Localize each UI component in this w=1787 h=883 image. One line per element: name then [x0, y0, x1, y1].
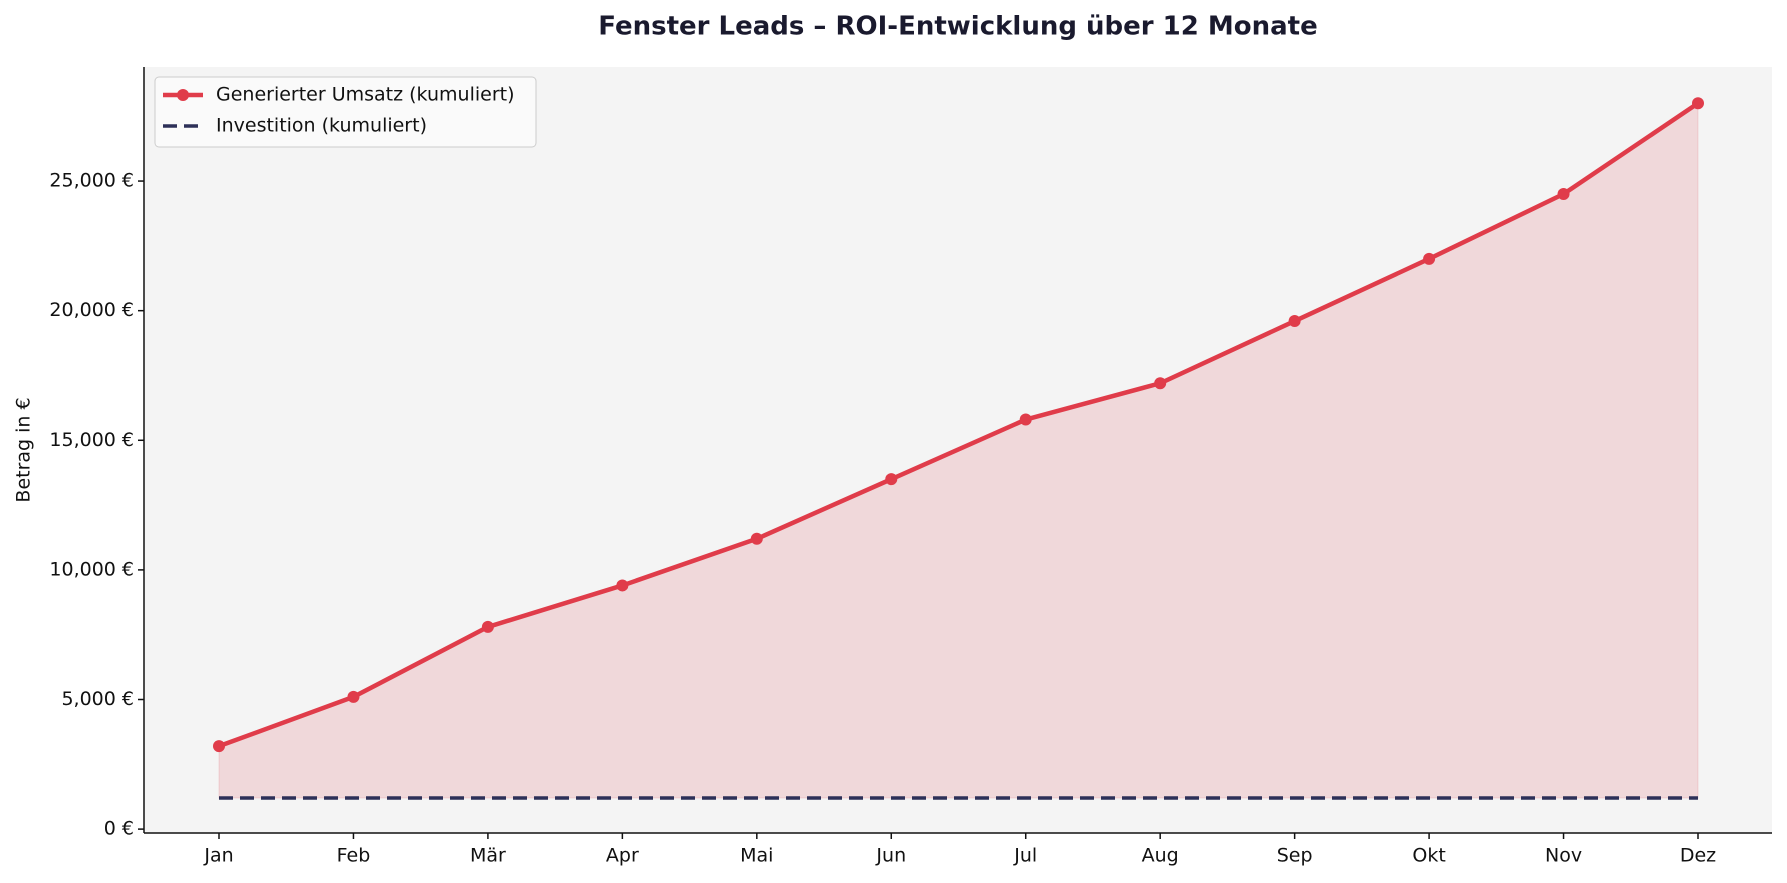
legend-label: Generierter Umsatz (kumuliert)	[216, 84, 515, 106]
y-tick-label: 5,000 €	[61, 688, 134, 710]
y-tick-label: 20,000 €	[49, 299, 134, 321]
point	[1557, 188, 1570, 201]
x-tick-label: Aug	[1142, 845, 1179, 867]
point	[885, 473, 898, 486]
y-tick-label: 0 €	[104, 818, 134, 840]
x-tick-label: Jul	[1013, 845, 1037, 867]
x-tick-label: Feb	[337, 845, 371, 867]
point	[1423, 252, 1436, 265]
y-axis-label: Betrag in €	[13, 397, 35, 502]
point	[1154, 377, 1167, 390]
point	[616, 579, 629, 592]
legend-marker	[177, 89, 189, 101]
x-tick-label: Sep	[1277, 845, 1313, 867]
x-tick-label: Dez	[1680, 845, 1716, 867]
point	[213, 740, 225, 753]
legend-box	[154, 76, 537, 148]
point	[1288, 315, 1301, 328]
y-tick-label: 15,000 €	[49, 429, 134, 451]
x-tick-label: Jan	[203, 845, 233, 867]
x-tick-label: Okt	[1412, 845, 1445, 867]
point	[1019, 413, 1032, 426]
x-tick-label: Apr	[606, 845, 639, 867]
x-tick-label: Jun	[875, 845, 906, 867]
chart-title: Fenster Leads – ROI-Entwicklung über 12 …	[598, 12, 1317, 42]
x-tick-label: Mär	[470, 845, 506, 867]
point	[750, 532, 763, 545]
point	[481, 620, 494, 633]
x-tick-label: Nov	[1545, 845, 1582, 867]
point	[347, 690, 360, 703]
y-tick-label: 25,000 €	[49, 170, 134, 192]
x-tick-label: Mai	[740, 845, 773, 867]
point	[1692, 97, 1704, 110]
y-tick-label: 10,000 €	[49, 558, 134, 580]
line	[218, 101, 1700, 749]
legend-label: Investition (kumuliert)	[216, 115, 427, 137]
